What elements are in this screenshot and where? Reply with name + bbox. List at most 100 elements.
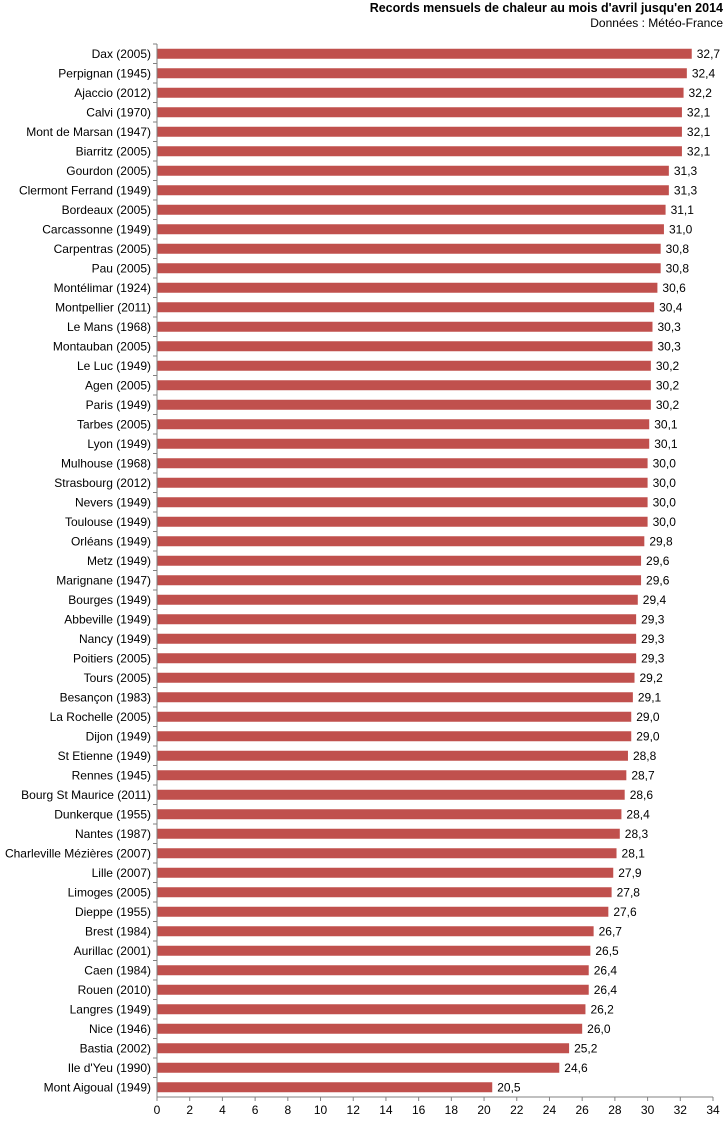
category-label-26: Metz (1949) [87, 554, 151, 568]
category-label-17: Agen (2005) [85, 378, 151, 392]
value-label-2: 32,2 [689, 86, 713, 100]
value-label-4: 32,1 [687, 125, 711, 139]
value-label-24: 30,0 [653, 515, 677, 529]
value-label-51: 25,2 [574, 1041, 598, 1055]
value-label-49: 26,2 [590, 1002, 614, 1016]
chart-header: Records mensuels de chaleur au mois d'av… [370, 1, 723, 31]
value-label-26: 29,6 [646, 554, 670, 568]
value-label-10: 30,8 [666, 242, 690, 256]
bar-53 [157, 1082, 493, 1093]
value-label-32: 29,2 [640, 671, 664, 685]
bar-1 [157, 68, 687, 79]
value-label-20: 30,1 [654, 437, 678, 451]
value-label-7: 31,3 [674, 183, 698, 197]
category-label-42: Lille (2007) [92, 866, 151, 880]
category-label-19: Tarbes (2005) [77, 417, 151, 431]
category-label-34: La Rochelle (2005) [50, 710, 151, 724]
value-label-43: 27,8 [617, 885, 641, 899]
value-label-52: 24,6 [564, 1061, 588, 1075]
chart-title: Records mensuels de chaleur au mois d'av… [369, 1, 723, 15]
category-label-21: Mulhouse (1968) [61, 456, 151, 470]
category-label-8: Bordeaux (2005) [62, 203, 151, 217]
bar-6 [157, 165, 669, 176]
x-tick-label-2: 4 [219, 1103, 226, 1117]
bar-12 [157, 282, 658, 293]
category-label-36: St Etienne (1949) [58, 749, 151, 763]
category-label-38: Bourg St Maurice (2011) [21, 788, 151, 802]
bar-34 [157, 711, 632, 722]
bar-49 [157, 1004, 586, 1015]
bar-43 [157, 887, 612, 898]
value-label-3: 32,1 [687, 105, 711, 119]
x-tick-label-17: 34 [706, 1103, 720, 1117]
value-label-11: 30,8 [666, 261, 690, 275]
value-label-35: 29,0 [636, 729, 660, 743]
bar-18 [157, 399, 651, 410]
bar-29 [157, 614, 637, 625]
x-tick-label-7: 14 [379, 1103, 393, 1117]
bar-2 [157, 87, 684, 98]
value-label-18: 30,2 [656, 398, 680, 412]
category-label-33: Besançon (1983) [60, 690, 151, 704]
value-label-6: 31,3 [674, 164, 698, 178]
x-tick-label-4: 8 [284, 1103, 291, 1117]
bar-9 [157, 224, 664, 235]
bar-31 [157, 653, 637, 664]
x-tick-label-1: 2 [186, 1103, 193, 1117]
bar-42 [157, 867, 614, 878]
bar-4 [157, 126, 682, 137]
bar-48 [157, 984, 589, 995]
x-tick-label-12: 24 [543, 1103, 557, 1117]
category-label-48: Rouen (2010) [78, 983, 151, 997]
x-tick-label-8: 16 [412, 1103, 426, 1117]
x-tick-label-15: 30 [641, 1103, 655, 1117]
x-tick-label-5: 10 [314, 1103, 328, 1117]
bar-25 [157, 536, 645, 547]
category-label-40: Nantes (1987) [75, 827, 151, 841]
bar-10 [157, 243, 661, 254]
value-label-40: 28,3 [625, 827, 649, 841]
value-label-39: 28,4 [626, 807, 650, 821]
category-label-18: Paris (1949) [86, 398, 151, 412]
value-label-8: 31,1 [671, 203, 695, 217]
category-label-39: Dunkerque (1955) [54, 807, 151, 821]
x-tick-label-3: 6 [252, 1103, 259, 1117]
category-label-6: Gourdon (2005) [66, 164, 151, 178]
category-label-45: Brest (1984) [85, 924, 151, 938]
value-label-33: 29,1 [638, 690, 662, 704]
x-tick-label-16: 32 [674, 1103, 688, 1117]
value-label-19: 30,1 [654, 417, 678, 431]
value-label-12: 30,6 [662, 281, 686, 295]
value-label-41: 28,1 [622, 846, 646, 860]
value-label-28: 29,4 [643, 593, 667, 607]
bar-23 [157, 497, 648, 508]
category-label-1: Perpignan (1945) [58, 66, 151, 80]
value-label-1: 32,4 [692, 66, 716, 80]
value-label-13: 30,4 [659, 300, 683, 314]
category-label-28: Bourges (1949) [68, 593, 151, 607]
bar-41 [157, 848, 617, 859]
bar-46 [157, 945, 591, 956]
chart-subtitle: Données : Météo-France [590, 16, 723, 30]
bar-20 [157, 438, 650, 449]
bar-5 [157, 146, 682, 157]
value-label-5: 32,1 [687, 144, 711, 158]
value-label-47: 26,4 [594, 963, 618, 977]
bar-3 [157, 107, 682, 118]
value-label-53: 20,5 [497, 1080, 521, 1094]
value-label-21: 30,0 [653, 456, 677, 470]
bar-8 [157, 204, 666, 215]
value-label-48: 26,4 [594, 983, 618, 997]
category-label-29: Abbeville (1949) [64, 612, 151, 626]
category-label-43: Limoges (2005) [68, 885, 151, 899]
bar-27 [157, 575, 642, 586]
category-label-44: Dieppe (1955) [75, 905, 151, 919]
value-label-23: 30,0 [653, 495, 677, 509]
value-label-38: 28,6 [630, 788, 654, 802]
category-label-46: Aurillac (2001) [74, 944, 151, 958]
category-label-23: Nevers (1949) [75, 495, 151, 509]
category-label-49: Langres (1949) [70, 1002, 151, 1016]
bar-13 [157, 302, 655, 313]
bar-19 [157, 419, 650, 430]
category-label-9: Carcassonne (1949) [42, 222, 151, 236]
